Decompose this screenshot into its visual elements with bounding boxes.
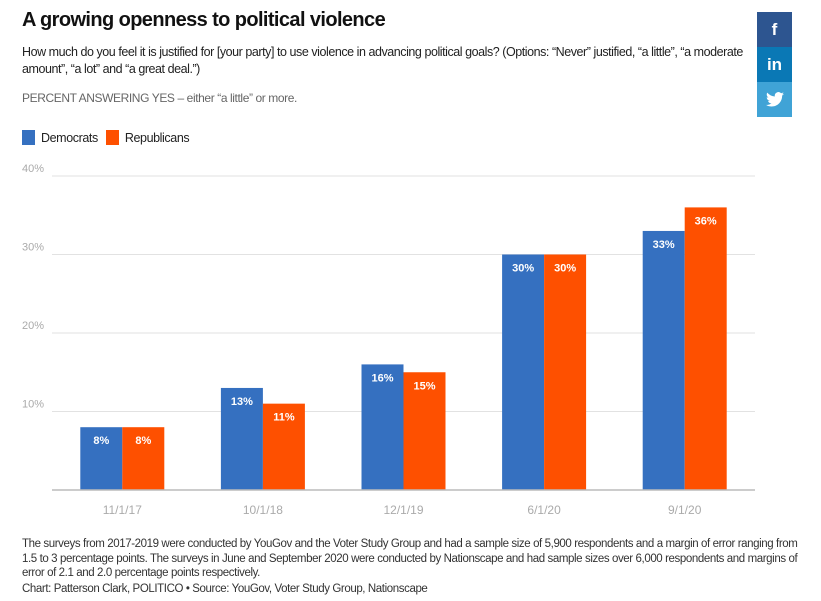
y-tick-label: 40% <box>22 163 44 175</box>
legend-swatch-republicans <box>105 130 119 145</box>
bar-republicans <box>684 207 727 490</box>
data-label: 8% <box>135 435 151 447</box>
bar-republicans <box>262 403 305 490</box>
bar-republicans <box>122 427 165 490</box>
bar-democrats <box>220 387 263 490</box>
bar-republicans <box>544 254 587 490</box>
facebook-share-button[interactable]: f <box>757 12 792 47</box>
data-label: 30% <box>554 263 576 275</box>
bar-democrats <box>361 364 404 490</box>
x-tick-label: 11/1/17 <box>103 503 142 517</box>
footer: The surveys from 2017-2019 were conducte… <box>22 537 812 596</box>
y-tick-label: 20% <box>22 320 44 332</box>
data-label: 11% <box>273 412 295 424</box>
bar-chart: 10% 20% 30% 40% 8% 8% 11/1/17 13% 11% 10/1/18 16% 1… <box>22 163 755 517</box>
data-label: 13% <box>231 396 253 408</box>
facebook-icon: f <box>771 19 778 39</box>
chart-note: PERCENT ANSWERING YES – either “a little… <box>22 91 297 105</box>
y-tick-label: 10% <box>22 399 44 411</box>
x-tick-label: 10/1/18 <box>243 503 283 517</box>
legend-label-democrats: Democrats <box>41 130 98 145</box>
bar-democrats <box>80 427 123 490</box>
legend: Democrats Republicans <box>22 130 190 145</box>
chart-subtitle: How much do you feel it is justified for… <box>22 45 743 76</box>
bar-republicans <box>403 372 446 490</box>
y-tick-label: 30% <box>22 242 44 254</box>
data-label: 8% <box>93 435 109 447</box>
social-share-bar: f in <box>757 12 792 117</box>
data-label: 36% <box>695 215 717 227</box>
chart-title: A growing openness to political violence <box>22 9 386 31</box>
legend-swatch-democrats <box>22 130 35 145</box>
bar-democrats <box>502 254 545 490</box>
twitter-share-button[interactable] <box>757 82 792 117</box>
data-label: 15% <box>413 380 435 392</box>
methodology-note: The surveys from 2017-2019 were conducte… <box>22 538 798 579</box>
linkedin-share-button[interactable]: in <box>757 47 792 82</box>
x-tick-label: 9/1/20 <box>668 503 702 517</box>
x-tick-label: 12/1/19 <box>383 503 423 517</box>
data-label: 30% <box>512 263 534 275</box>
x-tick-label: 6/1/20 <box>527 503 561 517</box>
data-label: 16% <box>371 372 393 384</box>
bar-democrats <box>642 230 685 490</box>
linkedin-icon: in <box>766 54 783 74</box>
twitter-icon <box>765 92 784 107</box>
source-credit: Chart: Patterson Clark, POLITICO • Sourc… <box>22 582 428 595</box>
legend-label-republicans: Republicans <box>124 130 190 145</box>
data-label: 33% <box>653 239 675 251</box>
